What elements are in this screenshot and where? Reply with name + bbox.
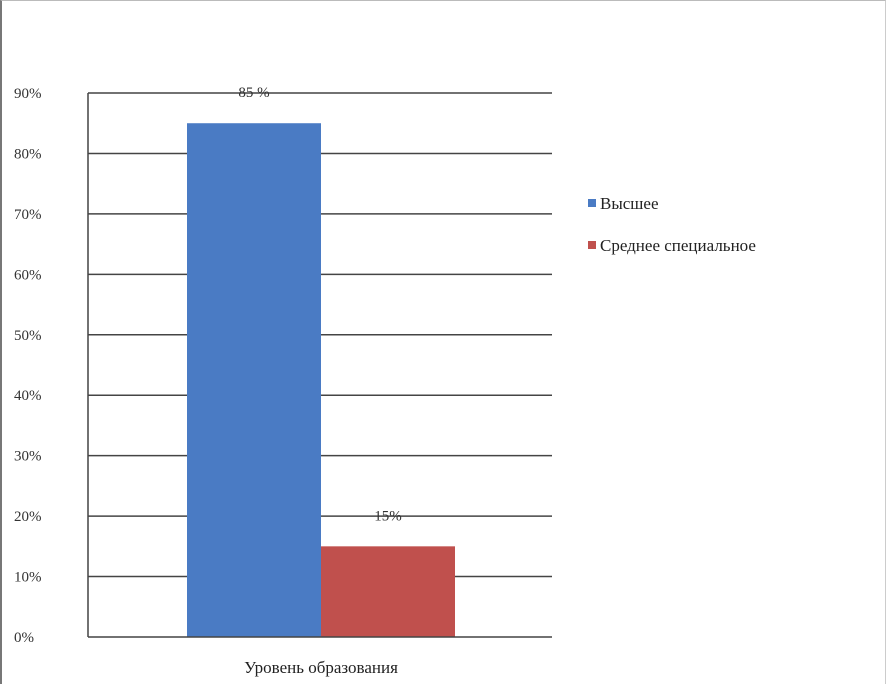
y-tick-label: 40% xyxy=(14,388,42,404)
legend-label: Среднее специальное xyxy=(600,236,756,255)
data-label: 15% xyxy=(374,508,402,524)
legend-swatch xyxy=(588,199,596,207)
y-tick-label: 30% xyxy=(14,449,42,465)
legend-swatch xyxy=(588,241,596,249)
y-axis: 0% 10% 20% 30% 40% 50% 60% 70% 80% 90% xyxy=(14,86,89,646)
x-axis: Уровень образования xyxy=(88,636,552,677)
legend: Высшее Среднее специальное xyxy=(588,194,756,255)
bar-srednee-specialnoe xyxy=(321,546,455,637)
y-tick-label: 90% xyxy=(14,86,42,102)
y-tick-label: 80% xyxy=(14,146,42,162)
y-tick-label: 70% xyxy=(14,207,42,223)
y-tick-label: 0% xyxy=(14,630,34,646)
y-tick-label: 20% xyxy=(14,509,42,525)
y-tick-label: 50% xyxy=(14,328,42,344)
bars: 85 % 15% xyxy=(187,85,455,637)
legend-label: Высшее xyxy=(600,194,659,213)
y-tick-label: 10% xyxy=(14,570,42,586)
bar-vysshee xyxy=(187,123,321,637)
x-category-label: Уровень образования xyxy=(244,658,398,677)
y-tick-label: 60% xyxy=(14,267,42,283)
data-label: 85 % xyxy=(238,85,269,101)
